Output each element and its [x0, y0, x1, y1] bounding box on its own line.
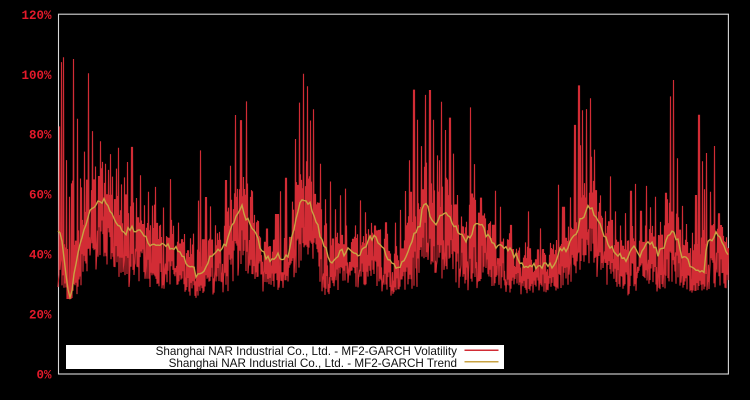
svg-text:80%: 80% — [29, 129, 52, 143]
svg-text:0%: 0% — [36, 369, 52, 383]
svg-text:40%: 40% — [29, 249, 52, 263]
svg-text:Shanghai NAR Industrial Co., L: Shanghai NAR Industrial Co., Ltd. - MF2-… — [169, 357, 457, 370]
svg-text:120%: 120% — [21, 9, 52, 23]
svg-text:Shanghai NAR Industrial Co., L: Shanghai NAR Industrial Co., Ltd. - MF2-… — [156, 345, 458, 358]
svg-text:60%: 60% — [29, 189, 52, 203]
svg-text:100%: 100% — [21, 69, 52, 83]
svg-text:20%: 20% — [29, 309, 52, 323]
